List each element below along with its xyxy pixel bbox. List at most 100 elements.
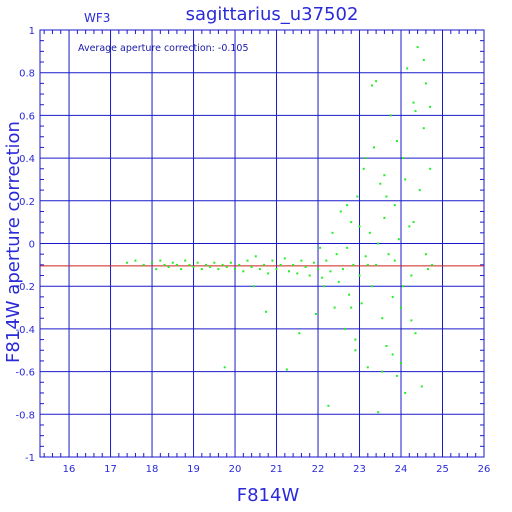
data-point bbox=[325, 259, 328, 262]
data-point bbox=[151, 261, 153, 264]
data-point bbox=[346, 204, 349, 207]
data-point bbox=[412, 221, 415, 224]
data-point bbox=[184, 259, 187, 262]
x-tick-label: 18 bbox=[146, 464, 159, 475]
data-point bbox=[354, 349, 357, 352]
data-point bbox=[263, 263, 266, 266]
data-point bbox=[159, 259, 162, 262]
data-point bbox=[163, 263, 166, 266]
y-tick-label: 1 bbox=[29, 26, 35, 37]
data-point bbox=[381, 317, 384, 320]
data-point bbox=[331, 231, 334, 234]
y-axis-label: F814W aperture correction bbox=[3, 121, 24, 363]
data-point bbox=[238, 263, 241, 266]
chart-annotation: Average aperture correction: -0.105 bbox=[78, 43, 249, 54]
data-point bbox=[414, 332, 417, 335]
data-point bbox=[223, 366, 226, 369]
data-point bbox=[429, 105, 432, 108]
data-point bbox=[205, 263, 207, 266]
data-point bbox=[252, 285, 255, 288]
data-point bbox=[368, 231, 371, 234]
data-point bbox=[327, 404, 330, 407]
y-tick-label: -0.2 bbox=[15, 282, 35, 293]
data-point bbox=[308, 274, 311, 277]
data-point bbox=[375, 80, 378, 83]
y-tick-label: -0.8 bbox=[15, 410, 35, 421]
x-tick-label: 22 bbox=[312, 464, 325, 475]
data-point bbox=[335, 253, 338, 256]
data-point bbox=[404, 178, 407, 181]
x-tick-labels: 16 17 18 19 20 21 22 23 24 25 26 bbox=[63, 464, 491, 475]
data-point bbox=[267, 272, 270, 275]
data-point bbox=[319, 246, 322, 249]
data-point bbox=[387, 253, 390, 256]
data-point bbox=[196, 261, 199, 264]
data-point bbox=[134, 259, 137, 262]
y-tick-labels: -1 -0.8 -0.6 -0.4 -0.2 0 0.2 0.4 0.6 0.8 1 bbox=[15, 26, 35, 464]
data-point bbox=[225, 266, 228, 268]
data-point bbox=[412, 101, 415, 104]
data-point bbox=[209, 266, 212, 268]
data-point bbox=[360, 302, 363, 305]
data-point bbox=[246, 259, 249, 262]
data-point bbox=[366, 263, 369, 266]
data-point bbox=[142, 263, 145, 266]
data-point bbox=[424, 253, 427, 256]
data-point bbox=[339, 210, 342, 213]
data-point bbox=[410, 319, 413, 322]
grid bbox=[39, 29, 485, 458]
data-point bbox=[400, 306, 402, 309]
data-point bbox=[424, 82, 427, 85]
data-point bbox=[371, 84, 373, 87]
data-point bbox=[397, 238, 400, 241]
y-tick-label: 0 bbox=[29, 240, 35, 251]
data-point bbox=[333, 306, 336, 309]
data-point bbox=[391, 353, 394, 356]
data-point bbox=[213, 261, 216, 264]
data-point bbox=[352, 263, 355, 266]
data-point bbox=[418, 189, 421, 192]
data-point bbox=[422, 127, 425, 130]
data-point bbox=[300, 259, 303, 262]
data-point bbox=[229, 261, 232, 264]
data-point bbox=[234, 268, 236, 271]
data-point bbox=[167, 266, 170, 268]
x-tick-label: 23 bbox=[353, 464, 366, 475]
x-tick-label: 25 bbox=[436, 464, 449, 475]
data-point bbox=[337, 280, 340, 283]
data-point bbox=[375, 263, 378, 266]
data-point bbox=[395, 140, 398, 142]
data-point bbox=[314, 313, 317, 315]
x-tick-label: 17 bbox=[104, 464, 117, 475]
data-point bbox=[410, 274, 413, 277]
y-tick-label: 0.6 bbox=[19, 111, 35, 122]
data-point bbox=[155, 268, 158, 271]
data-point bbox=[354, 338, 357, 341]
data-point bbox=[283, 257, 286, 260]
data-point bbox=[385, 195, 388, 198]
data-point bbox=[429, 167, 432, 170]
data-point bbox=[389, 114, 392, 117]
x-tick-label: 26 bbox=[478, 464, 491, 475]
data-point bbox=[402, 285, 405, 288]
x-tick-label: 19 bbox=[187, 464, 200, 475]
data-point bbox=[126, 261, 129, 264]
data-point bbox=[175, 263, 178, 266]
data-point bbox=[279, 263, 282, 266]
y-tick-label: -1 bbox=[25, 453, 35, 464]
data-point bbox=[381, 370, 384, 373]
data-point bbox=[321, 276, 324, 279]
data-points bbox=[126, 46, 434, 414]
data-point bbox=[427, 268, 429, 271]
y-tick-label: 0.2 bbox=[19, 197, 35, 208]
data-point bbox=[341, 268, 344, 271]
y-tick-label: -0.4 bbox=[15, 325, 35, 336]
data-point bbox=[275, 268, 278, 271]
data-point bbox=[271, 259, 274, 262]
data-point bbox=[422, 58, 425, 61]
data-point bbox=[346, 246, 349, 249]
x-tick-label: 21 bbox=[270, 464, 283, 475]
data-point bbox=[408, 225, 411, 228]
